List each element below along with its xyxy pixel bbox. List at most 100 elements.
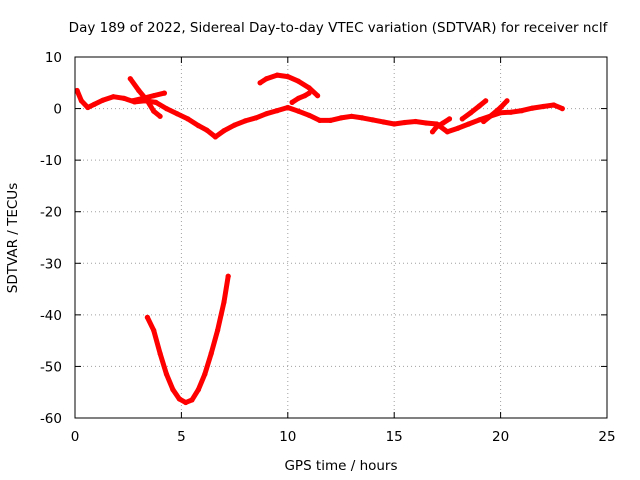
x-tick-label: 20 bbox=[492, 429, 509, 445]
data-point bbox=[306, 85, 312, 91]
series-late-rise-3 bbox=[430, 116, 452, 135]
data-point bbox=[381, 119, 387, 125]
data-point bbox=[317, 117, 323, 123]
data-point bbox=[274, 108, 280, 114]
data-point bbox=[151, 327, 157, 333]
x-tick-label: 10 bbox=[279, 429, 296, 445]
y-tick-label: -10 bbox=[40, 153, 62, 169]
data-point bbox=[263, 111, 270, 117]
series-late-rise-1 bbox=[459, 98, 489, 122]
data-point bbox=[195, 123, 201, 129]
data-point bbox=[174, 111, 180, 117]
x-axis-label: GPS time / hours bbox=[284, 458, 397, 474]
data-point bbox=[508, 109, 514, 115]
data-point bbox=[136, 87, 142, 94]
data-point bbox=[559, 106, 565, 112]
data-point bbox=[127, 76, 133, 82]
series-deep-dip bbox=[144, 273, 231, 405]
data-point bbox=[540, 103, 546, 110]
data-point bbox=[253, 115, 259, 121]
data-point bbox=[468, 110, 474, 116]
data-point bbox=[183, 399, 189, 406]
data-point bbox=[163, 371, 170, 377]
data-point bbox=[459, 116, 465, 122]
data-point bbox=[163, 106, 170, 112]
data-point bbox=[221, 299, 227, 305]
data-point bbox=[74, 87, 80, 94]
data-point bbox=[391, 121, 397, 127]
data-point bbox=[242, 118, 248, 124]
data-point bbox=[529, 105, 536, 111]
data-point bbox=[455, 125, 461, 131]
data-point bbox=[476, 103, 482, 109]
data-point bbox=[157, 350, 163, 357]
data-point bbox=[100, 97, 106, 103]
data-point bbox=[176, 396, 182, 402]
data-point bbox=[327, 117, 333, 123]
data-point bbox=[140, 95, 146, 101]
data-point bbox=[121, 95, 127, 101]
y-tick-label: -60 bbox=[40, 411, 62, 427]
data-point bbox=[110, 94, 116, 100]
data-point bbox=[170, 387, 176, 393]
data-point bbox=[504, 98, 510, 104]
x-tick-label: 25 bbox=[598, 429, 615, 445]
y-tick-label: -40 bbox=[40, 308, 62, 324]
y-tick-label: -50 bbox=[40, 359, 62, 375]
data-point bbox=[78, 98, 84, 104]
axis-ticks: 0 5 10 15 20 25 -60 -50 -40 -30 -20 -10 0 10 bbox=[40, 50, 616, 445]
series-upper-arc-early-2 bbox=[130, 90, 167, 104]
data-point bbox=[221, 128, 227, 134]
data-point bbox=[306, 112, 312, 118]
data-point bbox=[85, 104, 91, 111]
data-point bbox=[295, 95, 301, 101]
chart-title: Day 189 of 2022, Sidereal Day-to-day VTE… bbox=[69, 20, 609, 36]
data-point bbox=[232, 122, 238, 128]
data-point bbox=[429, 129, 436, 135]
data-point bbox=[274, 72, 280, 78]
data-point bbox=[434, 124, 440, 130]
data-point bbox=[215, 327, 221, 333]
data-point bbox=[370, 117, 376, 123]
data-point bbox=[295, 78, 301, 84]
data-point bbox=[440, 120, 446, 126]
data-point bbox=[483, 98, 489, 104]
data-point bbox=[129, 98, 136, 104]
data-point bbox=[519, 108, 525, 114]
data-point bbox=[551, 102, 557, 108]
data-point bbox=[466, 121, 472, 127]
data-point bbox=[144, 314, 150, 320]
data-point bbox=[189, 397, 195, 403]
y-tick-label: 10 bbox=[45, 50, 62, 66]
data-point bbox=[153, 99, 159, 105]
plot-series bbox=[74, 72, 565, 406]
data-point bbox=[285, 74, 291, 80]
data-point bbox=[444, 129, 450, 135]
data-point bbox=[295, 108, 301, 114]
plot-frame bbox=[74, 56, 608, 419]
x-tick-label: 5 bbox=[177, 429, 186, 445]
x-tick-label: 15 bbox=[386, 429, 403, 445]
data-point bbox=[489, 112, 495, 118]
y-tick-label: 0 bbox=[53, 102, 62, 118]
data-point bbox=[412, 118, 419, 125]
data-point bbox=[225, 273, 231, 279]
data-point bbox=[481, 118, 487, 125]
data-point bbox=[315, 93, 321, 99]
y-tick-label: -20 bbox=[40, 205, 62, 221]
data-point bbox=[157, 113, 163, 119]
data-point bbox=[185, 116, 191, 122]
data-point bbox=[359, 115, 365, 121]
data-point bbox=[446, 116, 453, 122]
data-point bbox=[257, 80, 263, 86]
data-point bbox=[349, 113, 355, 119]
data-point bbox=[285, 104, 291, 111]
data-point bbox=[195, 387, 201, 393]
data-point bbox=[91, 101, 97, 107]
data-point bbox=[289, 99, 295, 105]
data-point bbox=[306, 90, 312, 96]
data-point bbox=[423, 120, 429, 126]
data-point bbox=[476, 117, 482, 123]
y-axis-label: SDTVAR / TECUs bbox=[5, 183, 21, 293]
